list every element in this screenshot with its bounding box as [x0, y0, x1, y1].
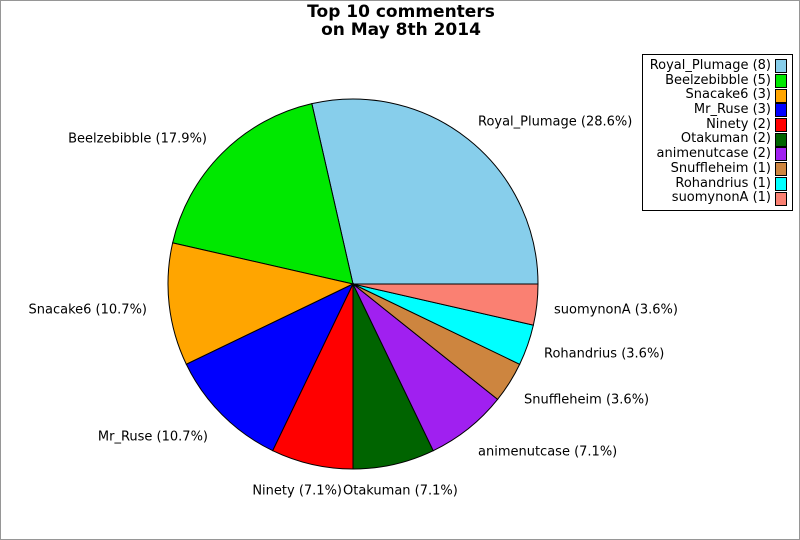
- legend-item-rohandrius: Rohandrius (1): [647, 175, 787, 192]
- legend: Royal_Plumage (8) Beelzebibble (5) Snacake…: [642, 54, 793, 211]
- legend-item-beelzebibble: Beelzebibble (5): [647, 72, 787, 89]
- legend-swatch-royal_plumage: [775, 59, 787, 74]
- wedge-label-mr_ruse: Mr_Ruse (10.7%): [97, 429, 208, 445]
- legend-label: Royal_Plumage (8): [649, 58, 771, 73]
- pie-slice-royal_plumage: [311, 98, 539, 285]
- wedge-label-ninety: Ninety (7.1%): [252, 483, 342, 499]
- legend-swatch-snacake6: [775, 88, 787, 103]
- legend-label: Mr_Ruse (3): [693, 102, 771, 118]
- chart-title: Top 10 commenters on May 8th 2014: [1, 2, 799, 40]
- pie-slice-mr_ruse: [185, 282, 355, 452]
- legend-label: Snuffleheim (1): [670, 160, 771, 176]
- legend-swatch-snuffleheim: [775, 162, 787, 177]
- legend-swatch-ninety: [775, 118, 787, 133]
- pie-slice-beelzebibble: [172, 103, 354, 285]
- wedge-label-beelzebibble: Beelzebibble (17.9%): [68, 131, 207, 147]
- legend-label: Rohandrius (1): [675, 175, 771, 191]
- pie-slice-suomynona: [352, 283, 539, 326]
- legend-item-otakuman: Otakuman (2): [647, 132, 787, 147]
- pie-slice-snacake6: [167, 242, 355, 365]
- chart-title-line1: Top 10 commenters: [307, 2, 495, 22]
- wedge-label-snacake6: Snacake6 (10.7%): [28, 302, 147, 318]
- legend-item-animenutcase: animenutcase (2): [647, 146, 787, 162]
- wedge-label-animenutcase: animenutcase (7.1%): [478, 444, 618, 460]
- legend-item-ninety: Ninety (2): [647, 116, 787, 133]
- legend-label: suomynonA (1): [671, 190, 771, 206]
- wedge-label-otakuman: Otakuman (7.1%): [343, 483, 458, 499]
- legend-swatch-suomynona: [775, 191, 787, 206]
- legend-swatch-otakuman: [775, 132, 787, 147]
- wedge-label-royal_plumage: Royal_Plumage (28.6%): [478, 114, 633, 130]
- legend-label: Beelzebibble (5): [665, 72, 771, 88]
- legend-label: Snacake6 (3): [685, 87, 771, 103]
- legend-label: Otakuman (2): [680, 131, 771, 147]
- legend-item-mr_ruse: Mr_Ruse (3): [647, 102, 787, 118]
- wedge-label-rohandrius: Rohandrius (3.6%): [544, 346, 665, 362]
- legend-label: Ninety (2): [706, 116, 771, 132]
- legend-item-snacake6: Snacake6 (3): [647, 88, 787, 103]
- pie-slices: [167, 98, 539, 470]
- legend-swatch-animenutcase: [775, 147, 787, 162]
- legend-item-royal_plumage: Royal_Plumage (8): [647, 58, 787, 74]
- legend-label: animenutcase (2): [656, 146, 772, 162]
- legend-swatch-beelzebibble: [775, 74, 787, 89]
- chart-title-line2: on May 8th 2014: [321, 19, 481, 40]
- legend-item-snuffleheim: Snuffleheim (1): [647, 160, 787, 177]
- legend-swatch-mr_ruse: [775, 103, 787, 118]
- legend-item-suomynona: suomynonA (1): [647, 190, 787, 206]
- wedge-label-suomynona: suomynonA (3.6%): [554, 302, 678, 318]
- legend-swatch-rohandrius: [775, 176, 787, 191]
- wedge-label-snuffleheim: Snuffleheim (3.6%): [524, 392, 650, 408]
